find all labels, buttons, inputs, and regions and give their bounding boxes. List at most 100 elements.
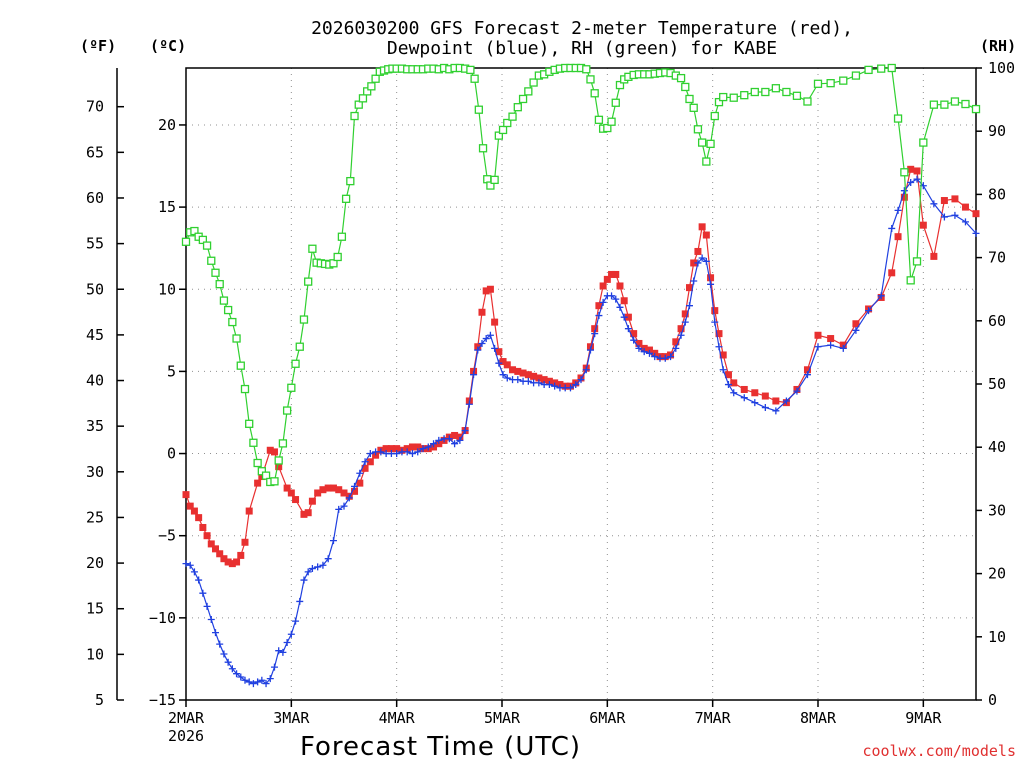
celsius-tick-label: −10 — [149, 609, 176, 627]
dewpoint-point — [224, 658, 232, 666]
rh-point — [912, 257, 922, 266]
dewpoint-point — [661, 354, 669, 362]
x-tick-label: 3MAR — [273, 709, 310, 727]
temperature-point — [254, 479, 262, 487]
rh-point — [228, 317, 237, 327]
temperature-point — [711, 307, 719, 315]
dewpoint-point — [672, 344, 680, 352]
temperature-point — [852, 320, 860, 328]
temperature-point — [199, 523, 207, 531]
rh-point — [245, 419, 254, 428]
dewpoint-point — [292, 617, 300, 625]
dewpoint-point — [616, 303, 624, 311]
rh-tick-label: 90 — [988, 122, 1006, 140]
dewpoint-point — [888, 224, 896, 232]
temperature-point — [951, 195, 959, 203]
dewpoint-point — [793, 387, 801, 395]
celsius-tick-label: 20 — [158, 116, 176, 134]
celsius-tick-label: −5 — [158, 527, 176, 545]
dewpoint-point — [340, 502, 348, 510]
temperature-point — [690, 259, 698, 267]
temperature-point — [635, 339, 643, 347]
dewpoint-point — [698, 254, 706, 262]
temperature-point — [186, 502, 194, 510]
temperature-point — [524, 371, 532, 379]
temperature-point — [719, 351, 727, 359]
rh-point — [582, 65, 591, 74]
rh-point — [261, 471, 271, 480]
rh-point — [257, 467, 266, 476]
temperature-point — [608, 270, 616, 278]
dewpoint-point — [451, 440, 459, 448]
temperature-point — [495, 348, 503, 356]
dewpoint-point — [694, 259, 702, 267]
temperature-point — [491, 318, 499, 326]
dewpoint-point — [852, 326, 860, 334]
x-tick-label: 2MAR — [168, 709, 205, 727]
dewpoint-point — [572, 381, 580, 389]
dewpoint-point — [266, 675, 274, 683]
rh-point — [295, 342, 304, 351]
dewpoint-point — [591, 330, 599, 338]
dewpoint-point — [930, 200, 938, 208]
celsius-tick-label: 15 — [158, 198, 176, 216]
dewpoint-point — [445, 435, 453, 443]
fahrenheit-unit-label: (ºF) — [80, 37, 117, 55]
dewpoint-point — [624, 325, 632, 333]
temperature-point — [900, 193, 908, 201]
temperature-point — [382, 445, 390, 453]
dewpoint-point — [486, 331, 494, 339]
dewpoint-point — [345, 494, 353, 502]
temperature-point — [287, 489, 295, 497]
dewpoint-point — [424, 443, 432, 451]
rh-point — [236, 361, 245, 370]
dewpoint-point — [279, 648, 287, 656]
dewpoint-point — [803, 371, 811, 379]
dewpoint-point — [414, 448, 422, 456]
temperature-point — [211, 545, 219, 553]
rh-point — [839, 76, 848, 85]
dewpoint-point — [195, 576, 203, 584]
rh-point — [906, 276, 915, 285]
temperature-point — [499, 358, 507, 366]
temperature-point — [408, 443, 416, 451]
dewpoint-point — [470, 371, 478, 379]
rh-point — [729, 93, 738, 102]
dewpoint-point — [186, 561, 194, 569]
temperature-point — [258, 473, 266, 481]
rh-point — [494, 131, 503, 140]
rh-point — [308, 244, 317, 253]
temperature-point — [685, 284, 693, 292]
temperature-point — [894, 233, 902, 241]
dewpoint-point — [435, 436, 443, 444]
rh-tick-label: 60 — [988, 312, 1006, 330]
temperature-point — [195, 514, 203, 522]
rh-point — [771, 84, 781, 93]
dewpoint-point — [190, 568, 198, 576]
rh-point — [513, 103, 522, 112]
chart-title-line2: Dewpoint (blue), RH (green) for KABE — [386, 38, 778, 59]
temperature-point — [224, 558, 232, 566]
dewpoint-point — [335, 505, 343, 513]
rh-tick-label: 40 — [988, 438, 1006, 456]
temperature-point — [677, 325, 685, 333]
temperature-point — [595, 302, 603, 310]
dewpoint-point — [182, 560, 190, 568]
temperature-point — [930, 252, 938, 260]
rh-point — [851, 71, 861, 80]
temperature-point — [245, 507, 253, 515]
rh-point — [676, 73, 686, 83]
rh-point — [929, 100, 939, 109]
rh-point — [710, 111, 719, 121]
temperature-point — [620, 297, 628, 305]
dewpoint-point — [645, 349, 653, 357]
rh-point — [702, 157, 711, 166]
dewpoint-point — [474, 346, 482, 354]
temperature-point — [591, 325, 599, 333]
rh-point — [813, 79, 823, 88]
temperature-point — [907, 165, 915, 173]
dewpoint-point — [685, 302, 693, 310]
temperature-point — [814, 331, 822, 339]
rh-point — [971, 104, 981, 114]
rh-point — [350, 111, 359, 121]
